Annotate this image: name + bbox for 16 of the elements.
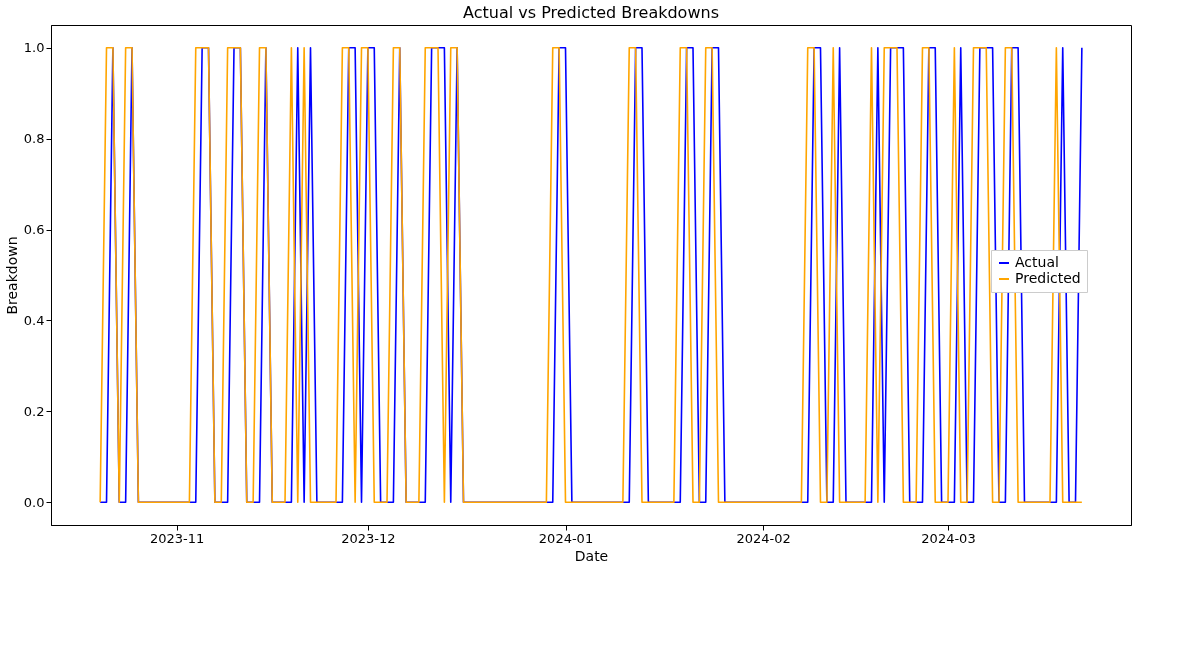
- y-tick-label: 0.6: [23, 222, 45, 238]
- x-tick-label: 2024-01: [538, 530, 594, 546]
- y-tick-label: 1.0: [23, 40, 45, 56]
- chart-title: Actual vs Predicted Breakdowns: [463, 3, 719, 22]
- y-tick-label: 0.8: [23, 131, 45, 147]
- y-tick-label: 0.0: [23, 494, 45, 510]
- y-tick-label: 0.2: [23, 403, 45, 419]
- x-tick-label: 2024-02: [736, 530, 791, 546]
- y-tick-label: 0.4: [23, 312, 45, 328]
- legend-label: Predicted: [1015, 270, 1081, 286]
- x-axis-title: Date: [574, 547, 609, 564]
- x-tick-label: 2023-11: [149, 530, 205, 546]
- legend-label: Actual: [1015, 254, 1059, 270]
- x-tick-label: 2023-12: [341, 530, 396, 546]
- y-axis-title: Breakdown: [3, 236, 20, 315]
- x-tick-label: 2024-03: [921, 530, 976, 546]
